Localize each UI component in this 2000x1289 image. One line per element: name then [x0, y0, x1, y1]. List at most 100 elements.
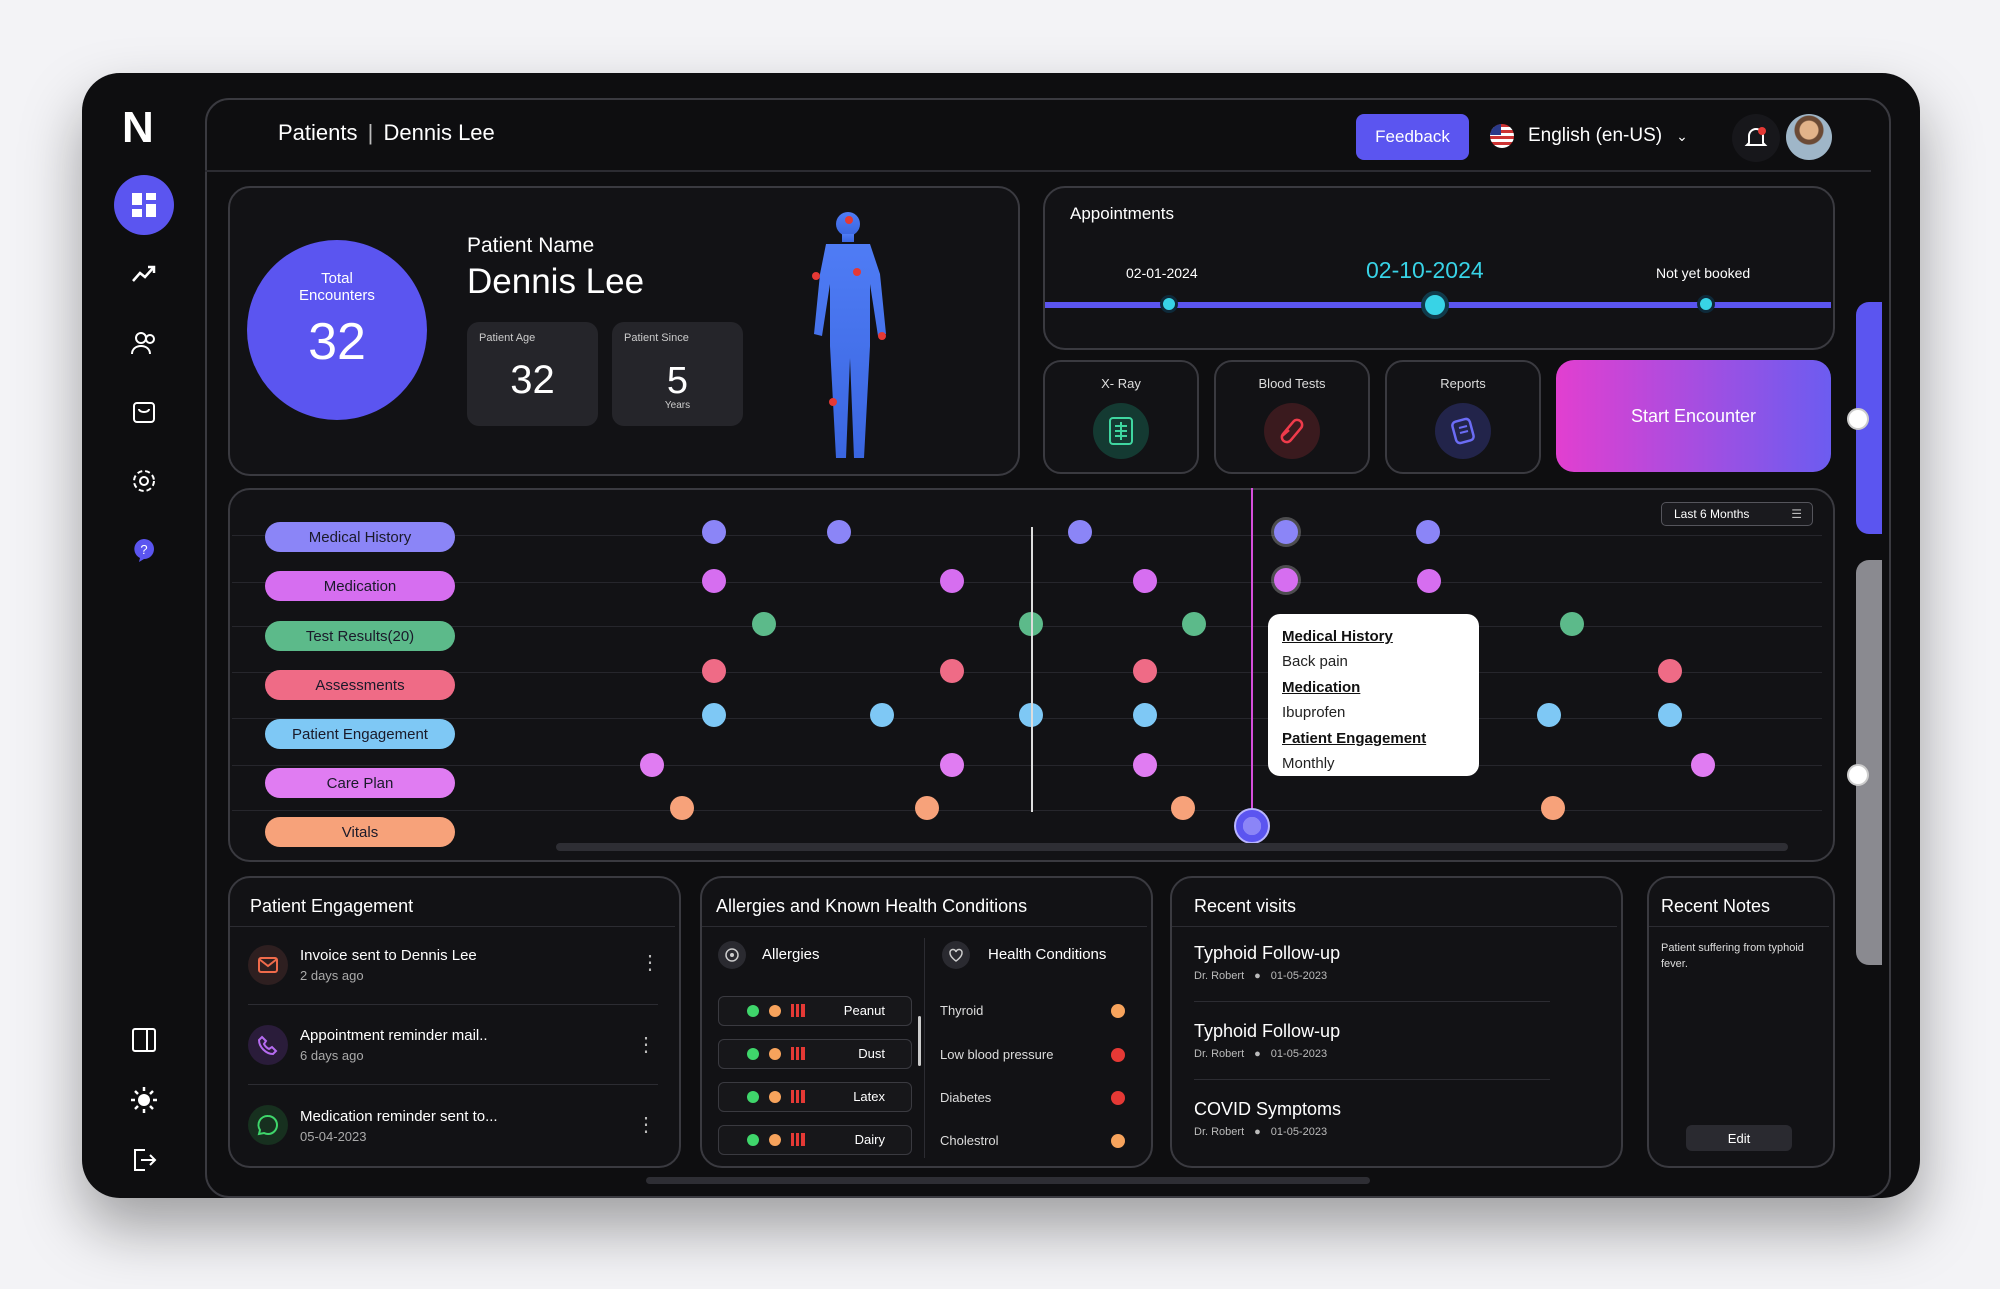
timeline-category-2[interactable]: Test Results(20): [265, 621, 455, 651]
main-frame: [205, 98, 1891, 1198]
timeline-event-dot[interactable]: [702, 703, 726, 727]
appointment-date-3[interactable]: Not yet booked: [1656, 265, 1751, 281]
timeline-event-dot[interactable]: [1537, 703, 1561, 727]
visit-item[interactable]: Typhoid Follow-up Dr. Robert ● 01-05-2023: [1194, 1021, 1554, 1060]
breadcrumb-root[interactable]: Patients: [278, 120, 358, 145]
timeline-event-dot[interactable]: [752, 612, 776, 636]
timeline-event-dot[interactable]: [640, 753, 664, 777]
theme-icon[interactable]: [114, 1070, 174, 1130]
timeline-category-6[interactable]: Vitals: [265, 817, 455, 847]
tooltip-value: Ibuprofen: [1282, 704, 1346, 722]
calendar-icon[interactable]: [114, 382, 174, 442]
edit-note-button[interactable]: Edit: [1686, 1125, 1792, 1151]
timeline-event-dot[interactable]: [1658, 659, 1682, 683]
timeline-category-1[interactable]: Medication: [265, 571, 455, 601]
blood-tests-button[interactable]: Blood Tests: [1214, 360, 1370, 474]
xray-button[interactable]: X- Ray: [1043, 360, 1199, 474]
appointment-date-2[interactable]: 02-10-2024: [1366, 257, 1484, 283]
analytics-icon[interactable]: [114, 244, 174, 304]
avatar[interactable]: [1786, 114, 1832, 160]
language-label: English (en-US): [1528, 125, 1663, 146]
timeline-event-dot[interactable]: [827, 520, 851, 544]
visit-item[interactable]: COVID Symptoms Dr. Robert ● 01-05-2023: [1194, 1099, 1554, 1138]
allergy-row[interactable]: Peanut: [718, 996, 912, 1026]
timeline-event-dot[interactable]: [702, 659, 726, 683]
visit-item[interactable]: Typhoid Follow-up Dr. Robert ● 01-05-2023: [1194, 943, 1554, 982]
engagement-item-text[interactable]: Appointment reminder mail..: [300, 1027, 488, 1044]
allergy-row[interactable]: Dust: [718, 1039, 912, 1069]
timeline-event-dot[interactable]: [1133, 753, 1157, 777]
panel-toggle-icon[interactable]: [1847, 408, 1869, 430]
appointment-date-1[interactable]: 02-01-2024: [1126, 265, 1198, 281]
timeline-event-dot[interactable]: [1417, 569, 1441, 593]
timeline-event-dot[interactable]: [1133, 569, 1157, 593]
timeline-event-dot[interactable]: [915, 796, 939, 820]
timeline-event-dot[interactable]: [1274, 520, 1298, 544]
timeline-event-dot[interactable]: [1416, 520, 1440, 544]
engagement-item-text[interactable]: Invoice sent to Dennis Lee: [300, 947, 477, 964]
timeline-event-dot[interactable]: [1182, 612, 1206, 636]
language-select[interactable]: English (en-US) ⌄: [1490, 124, 1688, 148]
appointment-marker[interactable]: [1697, 295, 1715, 313]
collapse-icon[interactable]: [114, 1010, 174, 1070]
feedback-button[interactable]: Feedback: [1356, 114, 1469, 160]
appointment-marker[interactable]: [1160, 295, 1178, 313]
allergy-scrollbar[interactable]: [918, 1016, 921, 1066]
timeline-event-dot[interactable]: [1658, 703, 1682, 727]
timeline-event-dot[interactable]: [670, 796, 694, 820]
since-label: Patient Since: [624, 332, 689, 344]
timeline-event-dot[interactable]: [1068, 520, 1092, 544]
side-panel-tab-2[interactable]: [1856, 560, 1882, 965]
timeline-event-dot[interactable]: [1171, 796, 1195, 820]
page-scrollbar[interactable]: [646, 1177, 1370, 1184]
timeline-event-dot[interactable]: [940, 753, 964, 777]
timeline-category-3[interactable]: Assessments: [265, 670, 455, 700]
allergies-label: Allergies: [762, 946, 820, 963]
tooltip-heading: Patient Engagement: [1282, 729, 1427, 747]
panel-toggle-icon[interactable]: [1847, 764, 1869, 786]
timeline-cursor-handle[interactable]: [1234, 808, 1270, 844]
timeline-scrollbar[interactable]: [556, 843, 1788, 851]
timeline-event-dot[interactable]: [1560, 612, 1584, 636]
timeline-event-dot[interactable]: [1691, 753, 1715, 777]
appointment-marker-current[interactable]: [1421, 291, 1449, 319]
timeline-category-5[interactable]: Care Plan: [265, 768, 455, 798]
more-options-icon[interactable]: ⋮: [640, 952, 660, 974]
timeline-event-dot[interactable]: [702, 569, 726, 593]
timeline-event-dot[interactable]: [940, 569, 964, 593]
timeline-category-4[interactable]: Patient Engagement: [265, 719, 455, 749]
tooltip-heading: Medication: [1282, 678, 1361, 696]
timeline-event-dot[interactable]: [1133, 659, 1157, 683]
visit-title: Typhoid Follow-up: [1194, 1021, 1341, 1041]
dashboard-icon[interactable]: [114, 175, 174, 235]
timeline-event-dot[interactable]: [940, 659, 964, 683]
start-encounter-button[interactable]: Start Encounter: [1556, 360, 1831, 472]
timeline-category-0[interactable]: Medical History: [265, 522, 455, 552]
patients-icon[interactable]: [114, 313, 174, 373]
help-icon[interactable]: ?: [114, 520, 174, 580]
reports-icon: [1435, 403, 1491, 459]
engagement-item-text[interactable]: Medication reminder sent to...: [300, 1108, 498, 1125]
timeline-event-dot[interactable]: [1541, 796, 1565, 820]
time-filter-select[interactable]: Last 6 Months ☰: [1661, 502, 1813, 526]
settings-icon[interactable]: [114, 451, 174, 511]
tooltip-value: Back pain: [1282, 653, 1348, 671]
timeline-event-dot[interactable]: [1274, 568, 1298, 592]
logout-icon[interactable]: [114, 1130, 174, 1190]
severity-dot: [769, 1048, 781, 1060]
allergy-row[interactable]: Dairy: [718, 1125, 912, 1155]
timeline-event-dot[interactable]: [1133, 703, 1157, 727]
breadcrumb: Patients | Dennis Lee: [278, 120, 495, 145]
reports-button[interactable]: Reports: [1385, 360, 1541, 474]
timeline-event-dot[interactable]: [702, 520, 726, 544]
notification-icon[interactable]: [1732, 114, 1780, 162]
encounters-label-2: Encounters: [299, 287, 375, 304]
allergy-row[interactable]: Latex: [718, 1082, 912, 1112]
allergy-name: Dust: [858, 1046, 885, 1061]
more-options-icon[interactable]: ⋮: [636, 1034, 656, 1056]
timeline-event-dot[interactable]: [870, 703, 894, 727]
time-filter-label: Last 6 Months: [1674, 507, 1750, 521]
more-options-icon[interactable]: ⋮: [636, 1114, 656, 1136]
body-diagram: [812, 212, 886, 458]
encounters-label: Total: [321, 270, 353, 287]
